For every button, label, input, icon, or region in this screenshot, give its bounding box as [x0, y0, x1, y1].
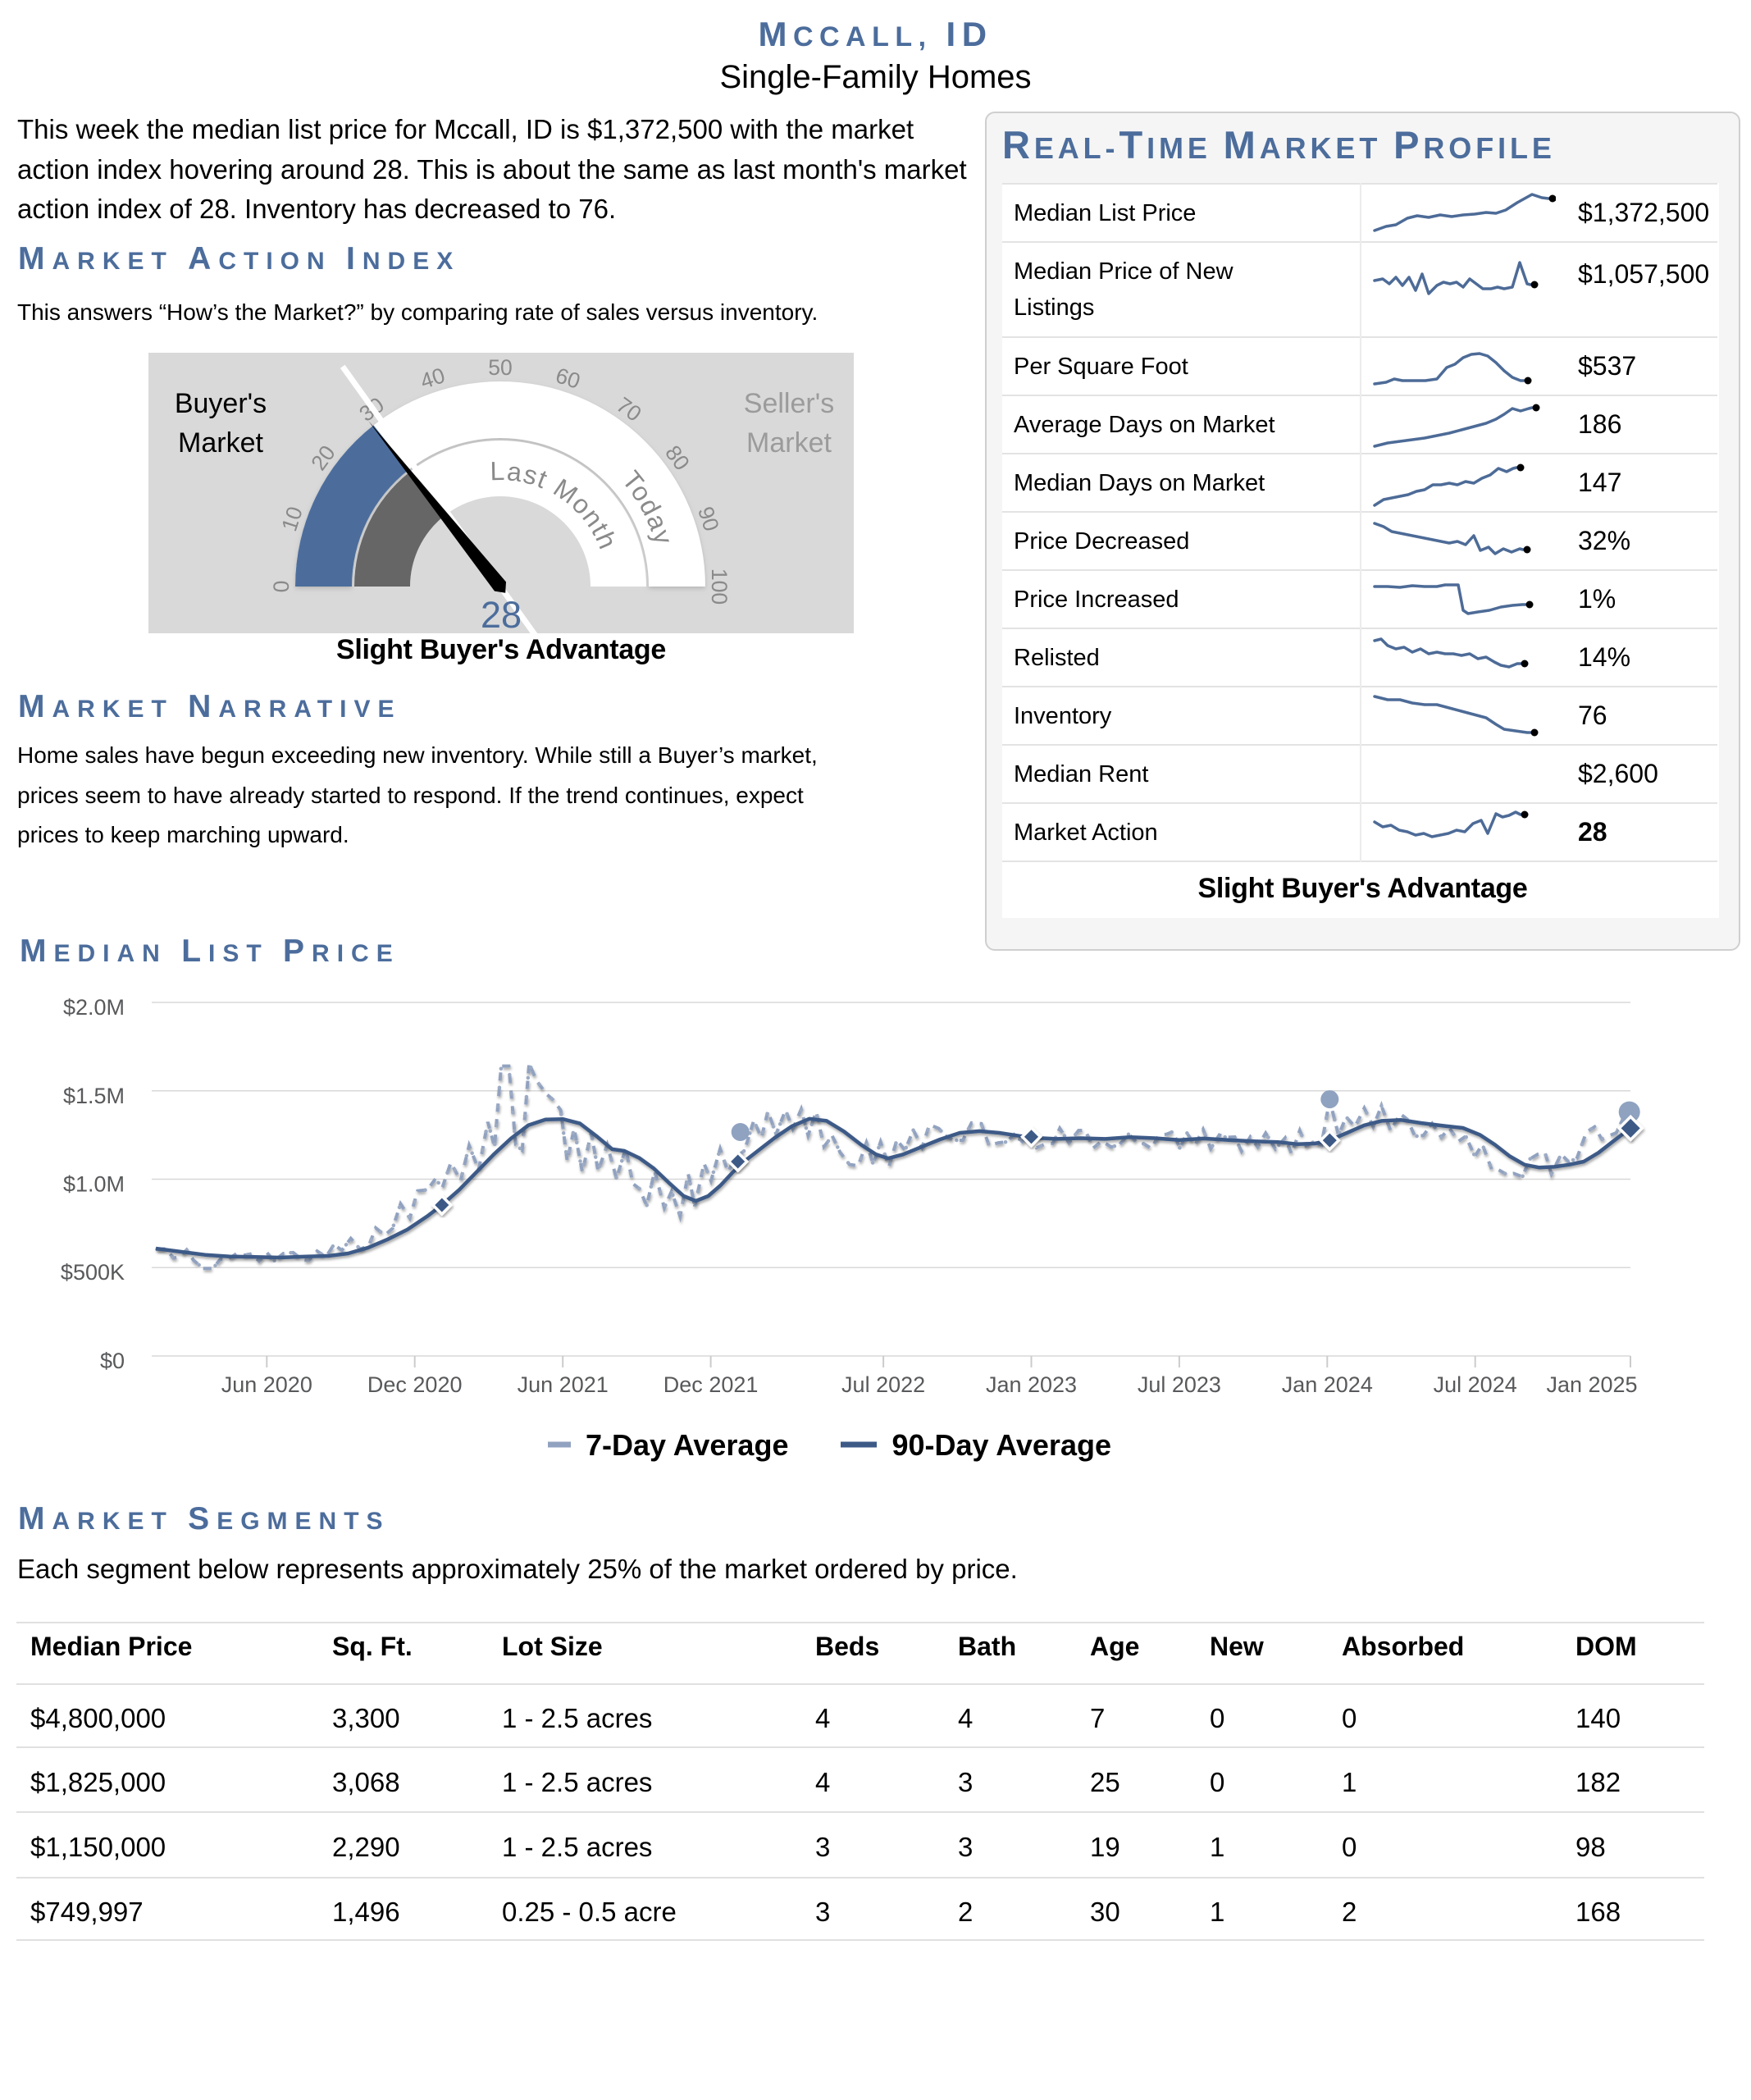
svg-text:50: 50	[488, 355, 512, 380]
svg-text:Jul 2024: Jul 2024	[1434, 1372, 1517, 1397]
svg-text:Jul 2023: Jul 2023	[1138, 1372, 1221, 1397]
svg-text:Seller's: Seller's	[744, 388, 834, 419]
svg-text:Jan 2023: Jan 2023	[986, 1372, 1077, 1397]
svg-text:$1.0M: $1.0M	[63, 1172, 125, 1197]
svg-text:Market: Market	[178, 427, 263, 459]
svg-text:$500K: $500K	[61, 1260, 125, 1285]
svg-text:Market: Market	[746, 427, 832, 459]
svg-text:Jul 2022: Jul 2022	[841, 1372, 925, 1397]
svg-text:$1.5M: $1.5M	[63, 1084, 125, 1108]
svg-text:Dec 2021: Dec 2021	[663, 1372, 759, 1397]
svg-text:Jun 2020: Jun 2020	[221, 1372, 312, 1397]
svg-text:0: 0	[269, 581, 294, 593]
svg-text:Jan 2024: Jan 2024	[1282, 1372, 1373, 1397]
svg-text:Dec 2020: Dec 2020	[367, 1372, 463, 1397]
svg-text:Jan 2025: Jan 2025	[1546, 1372, 1637, 1397]
svg-text:100: 100	[707, 568, 732, 605]
svg-text:$2.0M: $2.0M	[63, 995, 125, 1020]
svg-text:Buyer's: Buyer's	[175, 388, 267, 419]
svg-text:Jun 2021: Jun 2021	[518, 1372, 609, 1397]
svg-text:28: 28	[481, 594, 522, 633]
svg-text:$0: $0	[100, 1349, 125, 1373]
